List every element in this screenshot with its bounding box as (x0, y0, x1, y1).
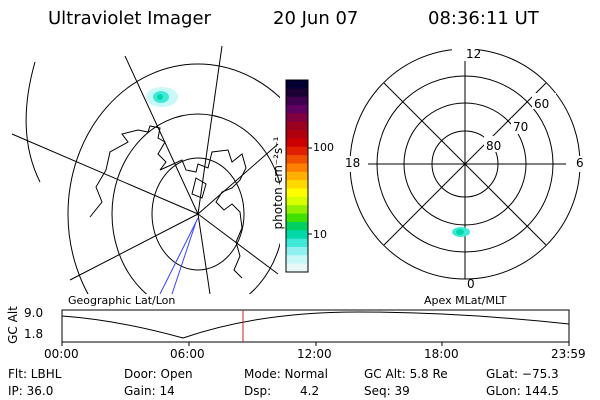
colorbar-segment (286, 130, 308, 139)
altitude-timeline (61, 309, 570, 346)
colorbar-segment (286, 246, 308, 256)
colorbar-segment (286, 146, 308, 156)
colorbar-unit-label: photon cm⁻²s⁻¹ (271, 136, 285, 230)
altitude-ytick-max: 9.0 (24, 306, 44, 320)
mlt-label-6: 6 (576, 156, 584, 170)
colorbar (285, 79, 312, 273)
time-tick-1800: 18:00 (424, 347, 459, 361)
colorbar-segment (286, 171, 308, 181)
colorbar-segment (286, 196, 308, 206)
colorbar-tick-10: 10 (313, 228, 327, 241)
mlt-label-18: 18 (345, 156, 361, 170)
satellite-track (159, 217, 199, 294)
aurora-emission-peak (157, 94, 163, 100)
colorbar-segment (286, 221, 308, 231)
altitude-curve (61, 311, 570, 339)
meridian (197, 143, 279, 215)
meridian (11, 133, 199, 215)
gain-status: Gain: 14 (124, 384, 175, 398)
colorbar-segment (286, 105, 308, 114)
dsp-value: 4.2 (300, 384, 320, 398)
colorbar-segment (286, 96, 308, 106)
mlat-label-70: 70 (513, 120, 529, 134)
apex-caption: Apex MLat/MLT (424, 294, 507, 307)
lat-circle (67, 63, 280, 294)
colorbar-segment (286, 80, 308, 89)
door-status: Door: Open (124, 367, 193, 381)
mlat-label-80: 80 (486, 139, 502, 153)
lat-arc (25, 61, 41, 183)
colorbar-segment (286, 238, 308, 248)
polar-mlt-plot (344, 47, 582, 280)
colorbar-segment (286, 263, 308, 273)
colorbar-segment (286, 155, 308, 164)
filter-status: Flt: LBHL (8, 367, 62, 381)
mlt-label-0: 0 (467, 277, 475, 291)
geographic-caption: Geographic Lat/Lon (68, 294, 176, 307)
colorbar-segment (286, 113, 308, 123)
gc-alt-status: GC Alt: 5.8 Re (364, 367, 448, 381)
coastline-island (191, 177, 207, 199)
colorbar-segment (286, 188, 308, 198)
meridian (124, 55, 199, 215)
time-tick-0000: 00:00 (44, 347, 79, 361)
altitude-ylabel: GC Alt (6, 306, 20, 344)
colorbar-segment (286, 138, 308, 148)
mlat-label-60: 60 (534, 97, 550, 111)
time-label: 08:36:11 UT (428, 8, 539, 29)
dsp-label: Dsp: (244, 384, 272, 398)
altitude-ytick-min: 1.8 (24, 327, 44, 341)
colorbar-segment (286, 213, 308, 223)
date-label: 20 Jun 07 (273, 8, 359, 29)
meridian (197, 213, 211, 294)
mlt-label-12: 12 (466, 47, 482, 61)
meridian (69, 213, 199, 281)
time-tick-1200: 12:00 (297, 347, 332, 361)
ip-status: IP: 36.0 (8, 384, 54, 398)
glon-status: GLon: 144.5 (486, 384, 559, 398)
colorbar-segment (286, 180, 308, 190)
instrument-title: Ultraviolet Imager (48, 8, 211, 29)
lat-circle (151, 157, 245, 271)
satellite-track (171, 221, 197, 294)
time-tick-0600: 06:00 (170, 347, 205, 361)
colorbar-segment (286, 121, 308, 131)
colorbar-segment (286, 205, 308, 215)
aurora-spot-core (456, 229, 464, 235)
colorbar-segment (286, 230, 308, 240)
colorbar-segment (286, 163, 308, 173)
colorbar-segment (286, 88, 308, 98)
colorbar-segment (286, 255, 308, 265)
colorbar-frame (285, 79, 309, 273)
diagonal-line (383, 82, 547, 246)
glat-status: GLat: −75.3 (486, 367, 559, 381)
mode-status: Mode: Normal (244, 367, 328, 381)
coastline (89, 125, 247, 279)
meridian (197, 45, 223, 215)
altitude-frame (61, 309, 570, 343)
lat-circle (111, 113, 280, 294)
seq-status: Seq: 39 (364, 384, 410, 398)
meridian (197, 213, 279, 275)
geographic-map (11, 45, 280, 294)
time-tick-2359: 23:59 (551, 347, 586, 361)
colorbar-tick-100: 100 (313, 141, 334, 154)
